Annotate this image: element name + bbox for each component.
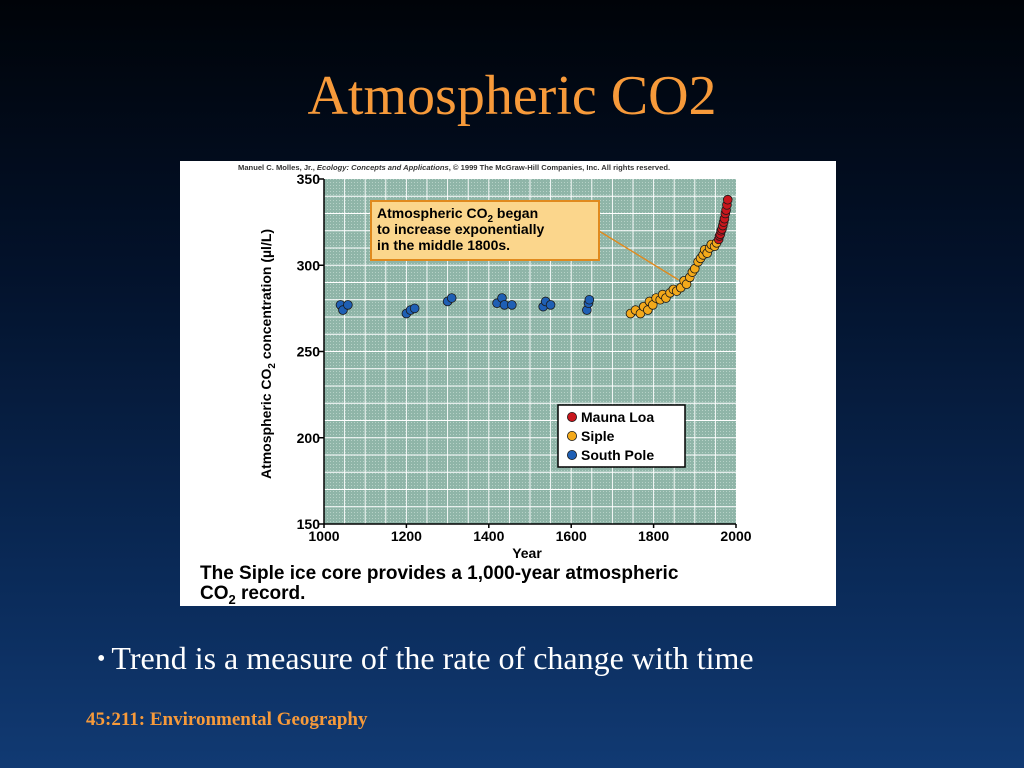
- south-pole-point: [584, 294, 595, 305]
- figure-caption-line-2: CO2 record.: [200, 583, 305, 606]
- x-tick-label: 1200: [391, 528, 422, 544]
- callout-line-2: to increase exponentially: [377, 221, 544, 237]
- axes: [319, 178, 737, 528]
- south-pole-point: [343, 300, 353, 310]
- legend-marker-mauna-loa: [566, 411, 577, 422]
- mauna-loa-point: [722, 194, 733, 205]
- figure-caption-line-1: The Siple ice core provides a 1,000-year…: [200, 563, 679, 584]
- footer-course-name: 45:211: Environmental Geography: [86, 709, 368, 730]
- south-pole-point: [446, 293, 457, 303]
- legend: Mauna Loa Siple South Pole: [557, 404, 686, 468]
- x-tick-label: 1800: [638, 528, 669, 544]
- bullet-point: • Trend is a measure of the rate of chang…: [97, 640, 997, 677]
- legend-label-siple: Siple: [581, 428, 615, 444]
- callout-line-3: in the middle 1800s.: [377, 237, 510, 253]
- x-tick-label: 1600: [556, 528, 587, 544]
- y-tick-label: 200: [297, 430, 321, 446]
- copyright-credit: Manuel C. Molles, Jr., Ecology: Concepts…: [238, 163, 670, 172]
- south-pole-point: [545, 300, 556, 310]
- callout-line-1: Atmospheric CO2 began: [377, 205, 538, 225]
- legend-label-south-pole: South Pole: [581, 447, 654, 463]
- legend-box: [557, 404, 686, 468]
- legend-marker-south-pole: [566, 449, 577, 460]
- legend-label-mauna-loa: Mauna Loa: [581, 409, 654, 425]
- callout-box: [370, 200, 600, 261]
- y-axis-label: Atmospheric CO2 concentration (µl/L): [258, 229, 278, 479]
- south-pole-point: [409, 303, 420, 314]
- co2-chart-svg: Manuel C. Molles, Jr., Ecology: Concepts…: [200, 163, 752, 606]
- y-tick-label: 350: [297, 171, 321, 187]
- y-tick-label: 250: [297, 344, 321, 360]
- data-points: [335, 194, 733, 319]
- legend-marker-siple: [566, 430, 577, 441]
- tick-labels: 150 200 250 300 350 1000 1200 1400 1600 1800 2000: [297, 171, 752, 544]
- x-tick-label: 1000: [308, 528, 339, 544]
- callout-annotation: Atmospheric CO2 began to increase expone…: [370, 200, 679, 281]
- y-tick-label: 150: [297, 516, 321, 532]
- x-axis-label: Year: [512, 545, 542, 561]
- x-tick-label: 1400: [473, 528, 504, 544]
- y-tick-label: 300: [297, 257, 321, 273]
- callout-leader-line: [598, 230, 679, 281]
- slide-title: Atmospheric CO2: [307, 65, 717, 127]
- chart-figure: Manuel C. Molles, Jr., Ecology: Concepts…: [180, 161, 836, 606]
- x-tick-label: 2000: [720, 528, 751, 544]
- bullet-dot-icon: •: [97, 646, 106, 672]
- bullet-text: Trend is a measure of the rate of change…: [111, 640, 754, 676]
- south-pole-point: [507, 300, 517, 310]
